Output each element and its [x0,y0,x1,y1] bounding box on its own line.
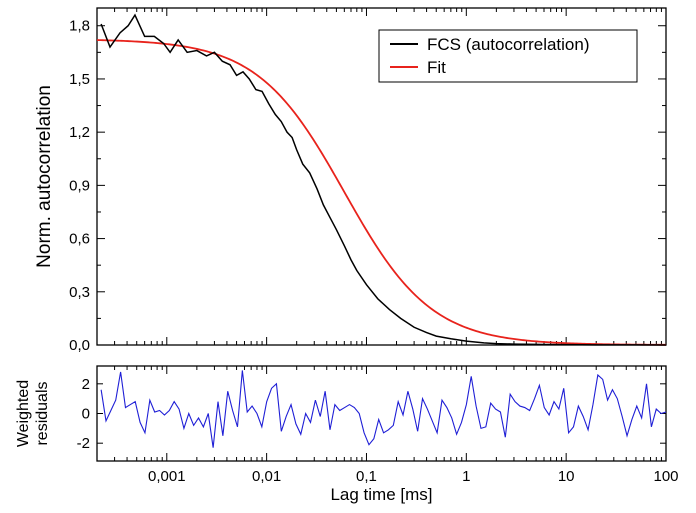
main-y-tick-label: 0,9 [69,177,90,194]
residuals-y-axis-label-line-1: Weighted [15,380,32,447]
main-y-tick-label: 1,2 [69,124,90,141]
x-tick-label: 1 [462,468,470,485]
legend-label-fcs: FCS (autocorrelation) [427,35,590,54]
x-tick-label: 10 [558,468,575,485]
residuals-y-axis-label-line-2: residuals [34,381,51,445]
legend-box [378,29,638,83]
main-plot-frame [96,7,667,346]
residuals-y-tick-label: 0 [82,406,90,423]
main-panel: 0,0 0,3 0,6 0,9 1,2 1,5 1,8 [69,7,667,354]
main-y-tick-label: 0,3 [69,284,90,301]
residuals-panel: 0,001 0,01 0,1 1 10 100 -2 0 2 [77,365,679,485]
main-y-tick-label: 1,8 [69,18,90,35]
main-y-tick-label: 0,6 [69,231,90,248]
residuals-y-tick-label: -2 [77,435,90,452]
x-tick-label: 0,001 [148,468,186,485]
fcs-autocorrelation-line [100,13,667,346]
x-axis-label: Lag time [ms] [330,485,432,504]
legend: FCS (autocorrelation) Fit [378,29,638,83]
x-tick-label: 0,01 [252,468,281,485]
main-y-tick-label: 0,0 [69,337,90,354]
main-y-tick-label: 1,5 [69,71,90,88]
weighted-residuals-line [100,370,667,448]
main-y-axis-label: Norm. autocorrelation [34,85,55,268]
x-tick-label: 0,1 [356,468,377,485]
residuals-y-tick-label: 2 [82,376,90,393]
x-tick-label: 100 [653,468,678,485]
fit-curve-line [96,39,667,346]
residuals-plot-frame [96,365,667,462]
legend-label-fit: Fit [427,58,446,77]
